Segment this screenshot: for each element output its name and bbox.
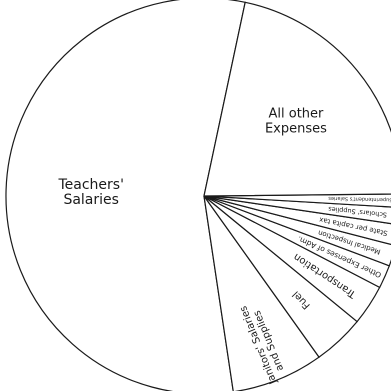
pie-slice-9: [203, 1, 391, 197]
slice-label-9: All other Expenses: [265, 106, 327, 136]
slice-label-0: Teachers' Salaries: [57, 177, 123, 208]
pie-slice-0: [5, 0, 246, 391]
slice-label-line: Salaries: [63, 192, 119, 208]
slice-label-line: Superintendent's Salaries: [328, 195, 391, 203]
pie-slice-8: [203, 193, 391, 208]
slice-label-line: Teachers': [57, 177, 123, 193]
slice-label-line: All other: [268, 106, 324, 121]
slice-label-8: Superintendent's Salaries: [328, 195, 391, 203]
pie-slice-6: [203, 195, 391, 246]
slice-label-line: Expenses: [265, 121, 327, 136]
pie-slice-5: [203, 195, 391, 267]
